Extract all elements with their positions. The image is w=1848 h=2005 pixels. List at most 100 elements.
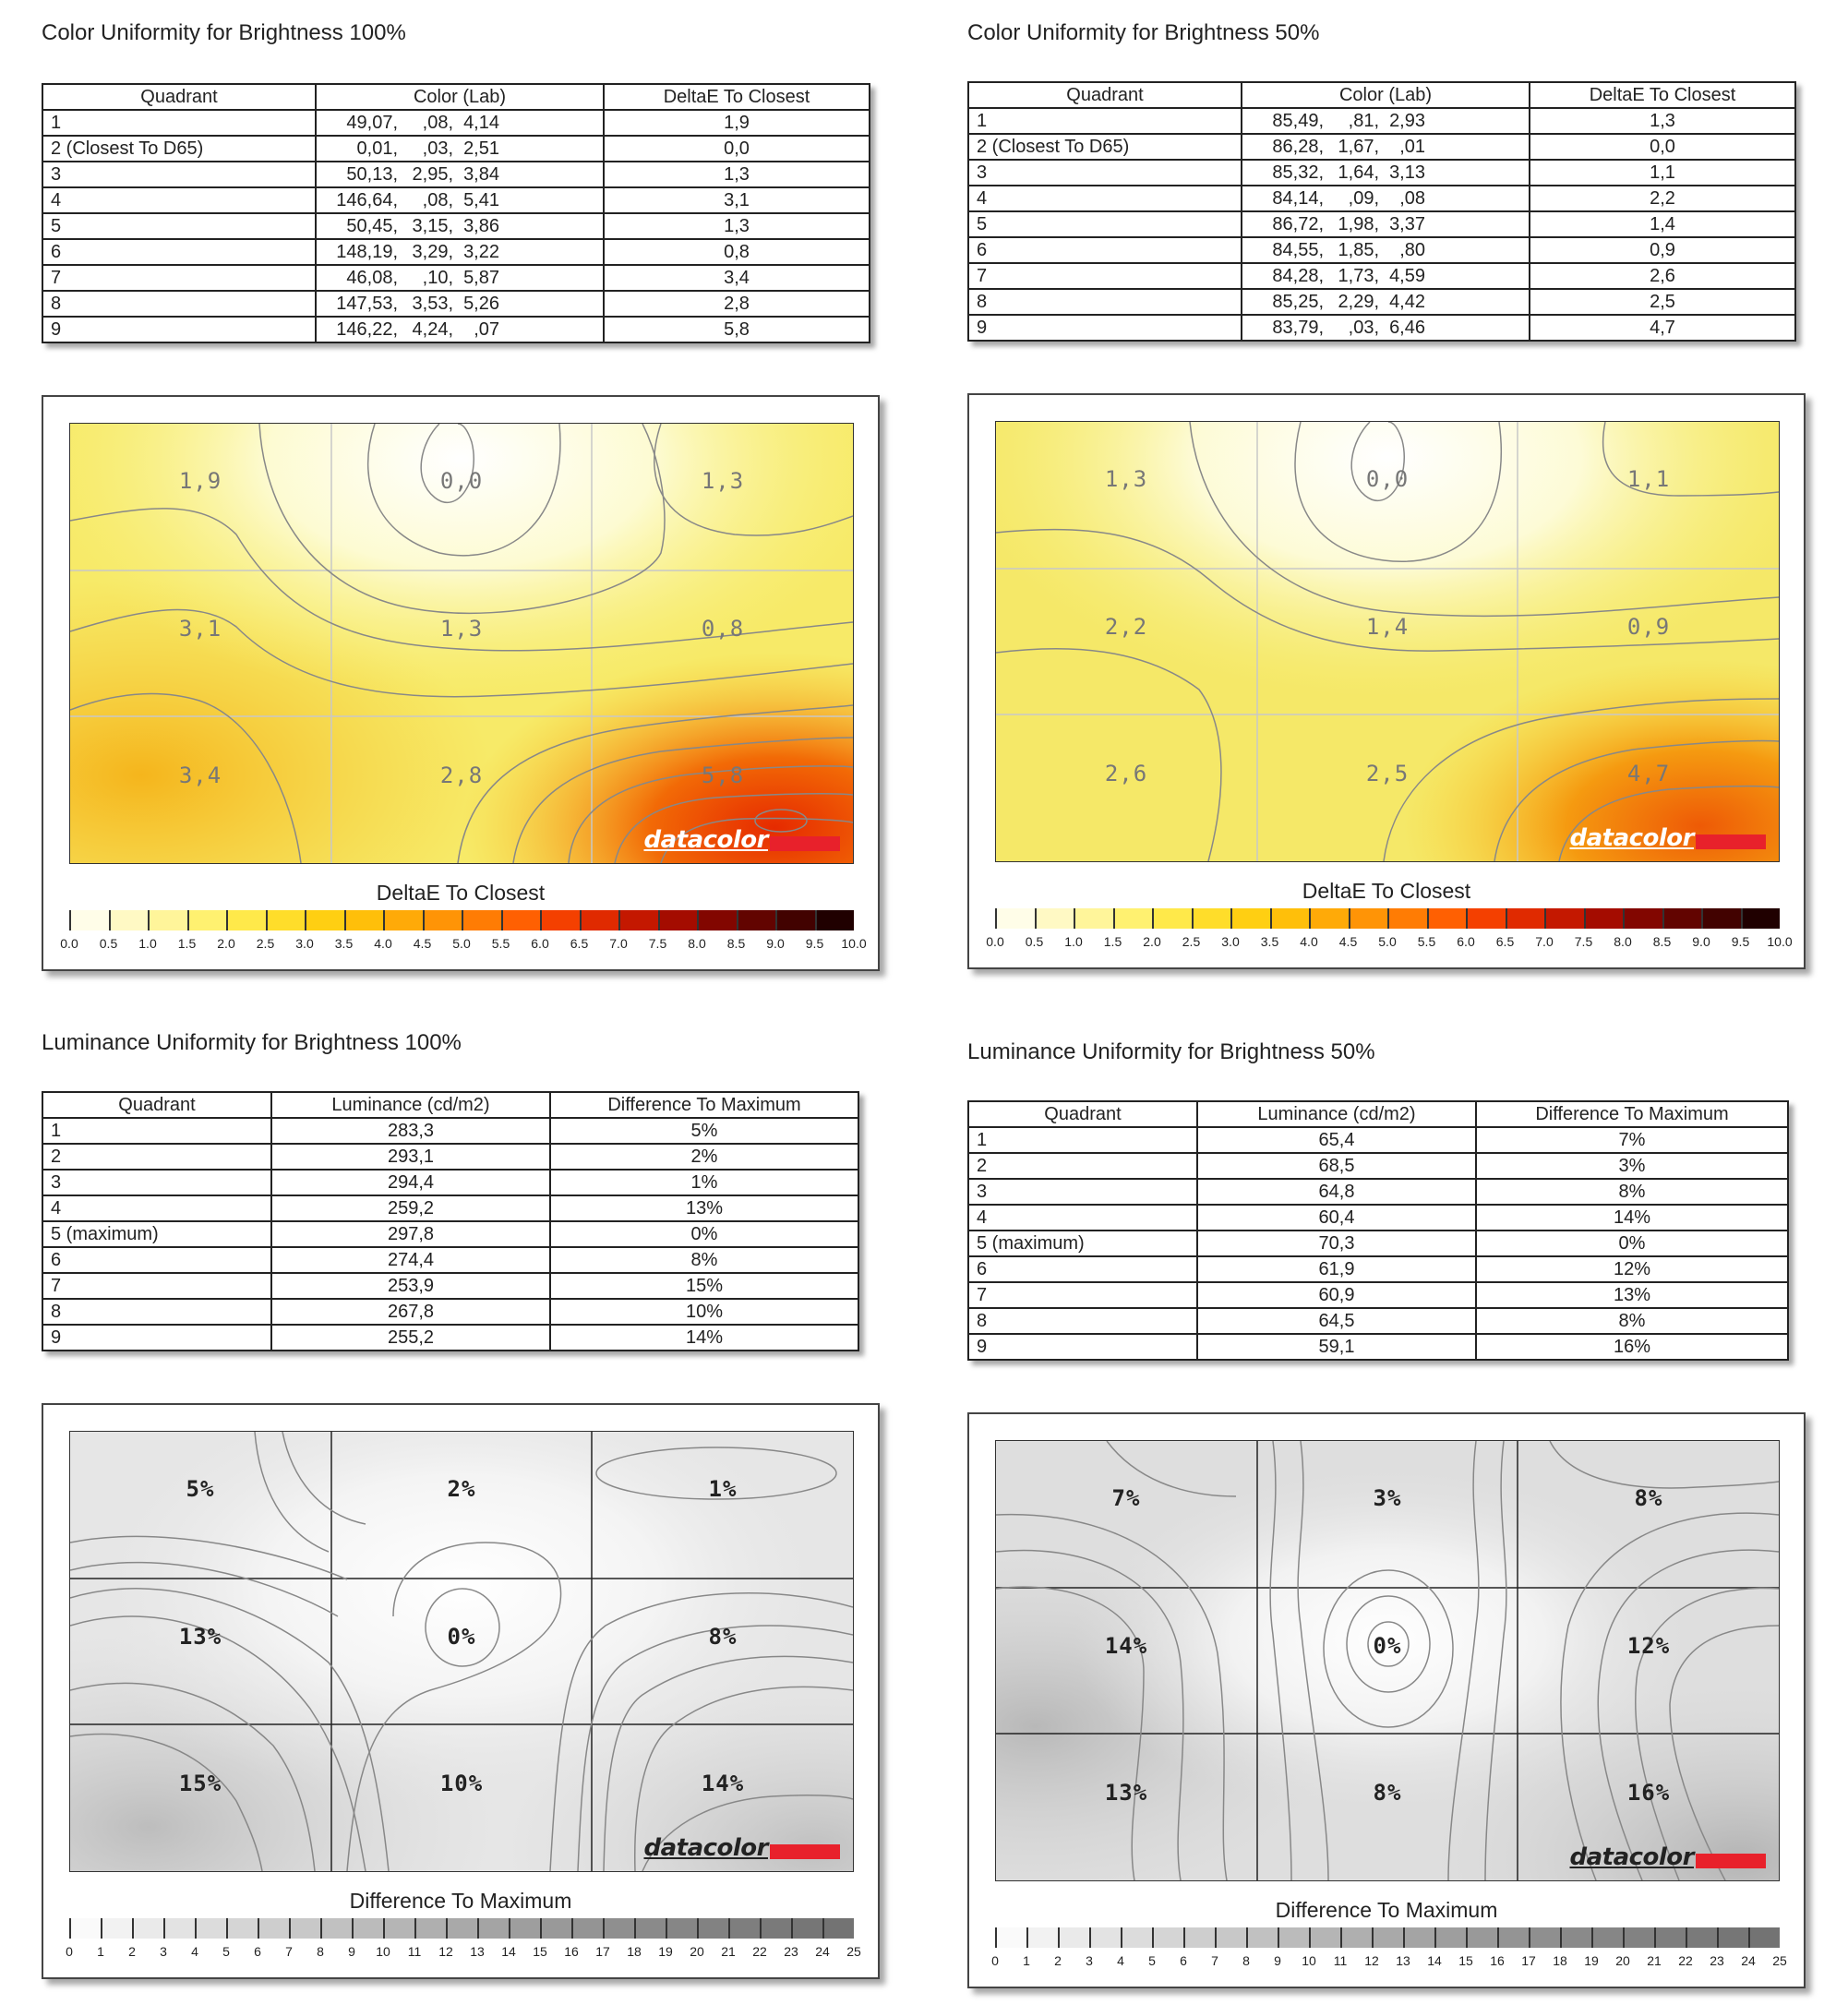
difference-cell: 1% [549, 1169, 859, 1196]
cell-value-label: 0,9 [1626, 614, 1671, 640]
lab-b: 4,42 [1389, 292, 1425, 312]
contour-lines [996, 422, 1779, 861]
scale-tick-label: 24 [815, 1944, 830, 1959]
lab-cell: 0,01, ,03, 2,51 [315, 135, 605, 162]
scale-tick-label: 2 [1054, 1953, 1062, 1968]
logo-bar [770, 1844, 840, 1859]
scale-swatch [775, 910, 815, 930]
table-row: 4 146,64, ,08, 5,41 3,1 [42, 186, 870, 214]
quadrant-cell: 7 [42, 1272, 272, 1300]
scale-swatch [226, 1918, 258, 1939]
table-row: 6 84,55, 1,85, ,80 0,9 [967, 236, 1796, 264]
quadrant-cell: 9 [42, 1324, 272, 1351]
color100-heatmap-panel: 1,9 0,0 1,3 3,1 1,3 0,8 3,4 2,8 5,8 datacolor De… [42, 395, 880, 971]
scale-tick-label: 9.0 [766, 936, 785, 951]
scale-tick-label: 3 [1086, 1953, 1093, 1968]
scale-swatch [995, 908, 1035, 929]
quadrant-cell: 8 [967, 1307, 1198, 1335]
scale-swatch [571, 1918, 603, 1939]
scale-tick-label: 17 [595, 1944, 610, 1959]
scale-swatch [1740, 908, 1780, 929]
scale-tick-label: 4.0 [374, 936, 392, 951]
lab-cell: 50,13, 2,95, 3,84 [315, 161, 605, 188]
scale-tick-label: 6 [254, 1944, 261, 1959]
deltae-cell: 3,1 [603, 186, 870, 214]
lab-l: 50,13, [346, 164, 398, 185]
difference-cell: 8% [1475, 1307, 1789, 1335]
col-difference: Difference To Maximum [549, 1091, 859, 1119]
scale-tick-label: 11 [407, 1944, 422, 1959]
lab-cell: 148,19, 3,29, 3,22 [315, 238, 605, 266]
scale-tick-label: 7.5 [1574, 934, 1593, 949]
scale-swatch [1403, 1927, 1434, 1948]
lab-a: 4,24, [412, 319, 453, 340]
color100-title: Color Uniformity for Brightness 100% [42, 20, 406, 45]
lab-a: 1,85, [1338, 240, 1379, 260]
quadrant-cell: 6 [967, 236, 1242, 264]
color50-heatmap-panel: 1,3 0,0 1,1 2,2 1,4 0,9 2,6 2,5 4,7 datacolor De… [967, 393, 1806, 969]
lab-a: ,10, [422, 268, 453, 288]
scale-tick-label: 10.0 [841, 936, 867, 951]
lab-l: 49,07, [346, 113, 398, 133]
scale-swatch [666, 1918, 697, 1939]
deltae-cell: 1,1 [1529, 159, 1796, 186]
scale-tick-label: 19 [658, 1944, 673, 1959]
cell-value-label: 5,8 [701, 762, 745, 788]
lab-a: 2,95, [412, 164, 453, 185]
scale-swatch [108, 910, 148, 930]
scale-tick-label: 9 [1274, 1953, 1281, 1968]
luminance-cell: 64,5 [1196, 1307, 1477, 1335]
difference-cell: 2% [549, 1143, 859, 1171]
scale-swatch [305, 910, 344, 930]
scale-tick-label: 17 [1521, 1953, 1536, 1968]
table-row: 8 85,25, 2,29, 4,42 2,5 [967, 288, 1796, 316]
difference-cell: 10% [549, 1298, 859, 1326]
scale-tick-label: 10 [376, 1944, 390, 1959]
scale-swatch [509, 1918, 540, 1939]
scale-tick-label: 5.0 [1378, 934, 1397, 949]
lab-cell: 85,32, 1,64, 3,13 [1241, 159, 1530, 186]
lab-a: 1,64, [1338, 162, 1379, 183]
table-row: 3 64,8 8% [967, 1178, 1789, 1206]
quadrant-cell: 2 [967, 1152, 1198, 1180]
grid-lines [70, 1432, 853, 1871]
table-row: 9 146,22, 4,24, ,07 5,8 [42, 316, 870, 343]
color100-heatmap-surface [70, 424, 853, 863]
lab-b: 3,37 [1389, 214, 1425, 234]
scale-tick-label: 0 [66, 1944, 73, 1959]
scale-swatch [226, 910, 266, 930]
scale-swatch [1121, 1927, 1152, 1948]
scale-swatch [320, 1918, 352, 1939]
scale-swatch [186, 910, 226, 930]
scale-tick-label: 5 [222, 1944, 230, 1959]
difference-cell: 14% [549, 1324, 859, 1351]
lum50-title: Luminance Uniformity for Brightness 50% [967, 1039, 1375, 1064]
scale-swatch [1583, 908, 1623, 929]
scale-tick-label: 11 [1333, 1953, 1348, 1968]
deltae-cell: 1,3 [1529, 107, 1796, 135]
table-row: 3 294,4 1% [42, 1169, 859, 1196]
grid-lines [996, 1441, 1779, 1880]
cell-value-label: 2% [447, 1476, 476, 1502]
lab-l: 84,14, [1272, 188, 1324, 209]
scale-swatch [540, 910, 580, 930]
scale-swatch [477, 1918, 509, 1939]
lab-b: 3,86 [463, 216, 499, 236]
scale-tick-label: 7 [1211, 1953, 1218, 1968]
quadrant-cell: 9 [967, 314, 1242, 342]
scale-tick-label: 4 [191, 1944, 198, 1959]
scale-tick-label: 8.5 [726, 936, 746, 951]
lab-l: 46,08, [346, 268, 398, 288]
scale-tick-label: 1.0 [1064, 934, 1083, 949]
lab-a: 3,53, [412, 294, 453, 314]
quadrant-cell: 5 [967, 210, 1242, 238]
deltae-cell: 5,8 [603, 316, 870, 343]
lab-a: 3,29, [412, 242, 453, 262]
scale-tick-label: 21 [1647, 1953, 1662, 1968]
scale-swatch [101, 1918, 132, 1939]
scale-tick-label: 6 [1180, 1953, 1187, 1968]
deltae-cell: 4,7 [1529, 314, 1796, 342]
lab-cell: 50,45, 3,15, 3,86 [315, 212, 605, 240]
cell-value-label: 5% [186, 1476, 215, 1502]
scale-swatch [697, 910, 737, 930]
